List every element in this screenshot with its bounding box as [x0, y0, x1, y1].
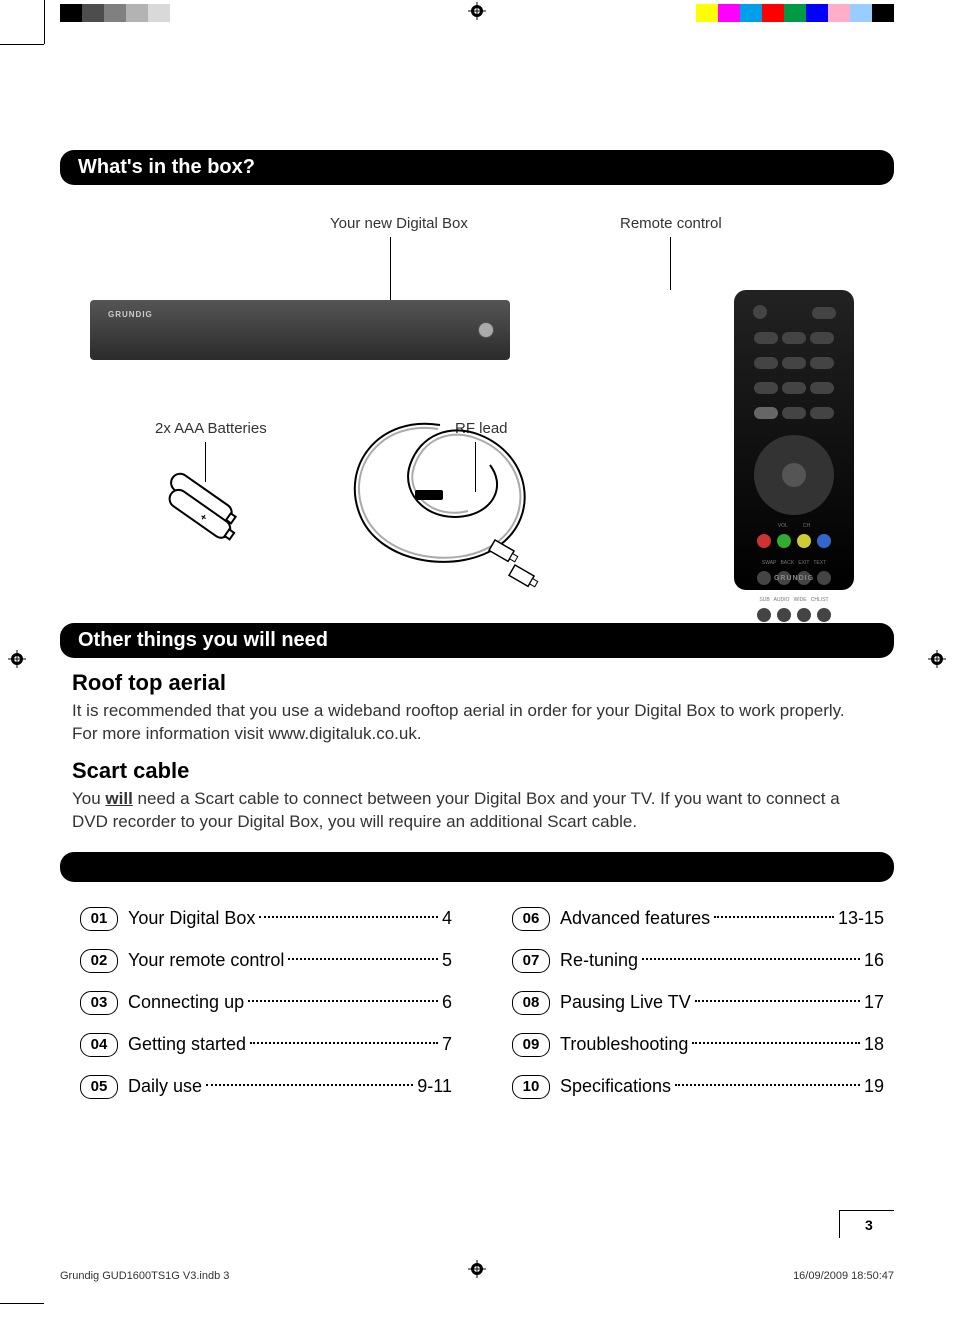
toc-column-right: 06 Advanced features 13-15 07 Re-tuning 16 08 P… [512, 907, 884, 1117]
crop-mark [0, 44, 44, 45]
section-title: What's in the box? [78, 156, 255, 178]
page-number: 3 [839, 1210, 894, 1238]
label-batteries: 2x AAA Batteries [155, 420, 267, 437]
toc-page: 6 [442, 992, 452, 1013]
section-title: Other things you will need [78, 629, 328, 651]
toc-title: Your Digital Box [128, 908, 255, 929]
toc-title: Specifications [560, 1076, 671, 1097]
toc-dots [692, 1042, 860, 1044]
toc-column-left: 01 Your Digital Box 4 02 Your remote control… [80, 907, 452, 1117]
section-header-box: What's in the box? [60, 150, 894, 185]
toc-page: 19 [864, 1076, 884, 1097]
power-button-icon [478, 322, 494, 338]
page-content: What's in the box? Your new Digital Box … [60, 60, 894, 1248]
toc-title: Getting started [128, 1034, 246, 1055]
registration-mark-icon [928, 650, 946, 668]
toc-dots [714, 916, 834, 918]
label-digital-box: Your new Digital Box [330, 215, 468, 232]
footer-datetime: 16/09/2009 18:50:47 [793, 1270, 894, 1282]
toc-dots [288, 958, 438, 960]
toc-row: 06 Advanced features 13-15 [512, 907, 884, 931]
rf-lead-illustration [320, 405, 560, 595]
toc-dots [675, 1084, 860, 1086]
toc-dots [259, 916, 438, 918]
toc-number: 06 [512, 907, 550, 931]
toc-row: 03 Connecting up 6 [80, 991, 452, 1015]
toc-number: 10 [512, 1075, 550, 1099]
leader-line [390, 237, 391, 300]
toc-row: 02 Your remote control 5 [80, 949, 452, 973]
toc-row: 01 Your Digital Box 4 [80, 907, 452, 931]
toc-number: 08 [512, 991, 550, 1015]
toc-number: 07 [512, 949, 550, 973]
toc-number: 02 [80, 949, 118, 973]
section-header-toc [60, 852, 894, 882]
toc-row: 08 Pausing Live TV 17 [512, 991, 884, 1015]
toc-number: 04 [80, 1033, 118, 1057]
toc-page: 9-11 [417, 1076, 452, 1097]
toc-page: 16 [864, 950, 884, 971]
toc-title: Re-tuning [560, 950, 638, 971]
toc-page: 18 [864, 1034, 884, 1055]
toc-title: Connecting up [128, 992, 244, 1013]
print-footer: Grundig GUD1600TS1G V3.indb 3 16/09/2009… [60, 1270, 894, 1282]
toc-title: Daily use [128, 1076, 202, 1097]
toc-page: 4 [442, 908, 452, 929]
toc-row: 09 Troubleshooting 18 [512, 1033, 884, 1057]
toc-dots [642, 958, 860, 960]
toc-row: 05 Daily use 9-11 [80, 1075, 452, 1099]
body-text: Roof top aerial It is recommended that y… [72, 670, 869, 834]
brand-text: GRUNDIG [734, 575, 854, 582]
registration-mark-icon [8, 650, 26, 668]
footer-filename: Grundig GUD1600TS1G V3.indb 3 [60, 1270, 229, 1282]
toc-number: 03 [80, 991, 118, 1015]
toc-page: 17 [864, 992, 884, 1013]
text: need a Scart cable to connect between yo… [72, 789, 840, 831]
toc-page: 7 [442, 1034, 452, 1055]
batteries-illustration: + [150, 455, 250, 555]
toc-number: 05 [80, 1075, 118, 1099]
toc-row: 10 Specifications 19 [512, 1075, 884, 1099]
paragraph-scart: You will need a Scart cable to connect b… [72, 788, 869, 834]
registration-mark-icon [468, 2, 486, 20]
toc-dots [250, 1042, 438, 1044]
crop-mark [0, 1303, 44, 1304]
digital-box-illustration: GRUNDIG [90, 300, 510, 360]
toc-page: 13-15 [838, 908, 884, 929]
toc-title: Troubleshooting [560, 1034, 688, 1055]
toc-dots [695, 1000, 860, 1002]
toc-title: Advanced features [560, 908, 710, 929]
paragraph-aerial: It is recommended that you use a wideban… [72, 700, 869, 746]
remote-illustration: VOL CH SWAP BACK EXIT TEXT SUB AUDIO WID… [734, 290, 854, 590]
toc-number: 01 [80, 907, 118, 931]
brand-text: GRUNDIG [108, 310, 153, 319]
toc-row: 04 Getting started 7 [80, 1033, 452, 1057]
toc-page: 5 [442, 950, 452, 971]
text: You [72, 789, 105, 808]
label-remote: Remote control [620, 215, 722, 232]
toc-title: Your remote control [128, 950, 284, 971]
emphasis-will: will [105, 789, 132, 808]
crop-mark [44, 0, 45, 44]
subheading-aerial: Roof top aerial [72, 670, 869, 696]
toc-number: 09 [512, 1033, 550, 1057]
toc-dots [206, 1084, 413, 1086]
table-of-contents: 01 Your Digital Box 4 02 Your remote control… [80, 907, 884, 1117]
toc-row: 07 Re-tuning 16 [512, 949, 884, 973]
leader-line [670, 237, 671, 290]
toc-dots [248, 1000, 438, 1002]
box-contents-diagram: Your new Digital Box Remote control GRUN… [60, 195, 894, 605]
subheading-scart: Scart cable [72, 758, 869, 784]
toc-title: Pausing Live TV [560, 992, 691, 1013]
